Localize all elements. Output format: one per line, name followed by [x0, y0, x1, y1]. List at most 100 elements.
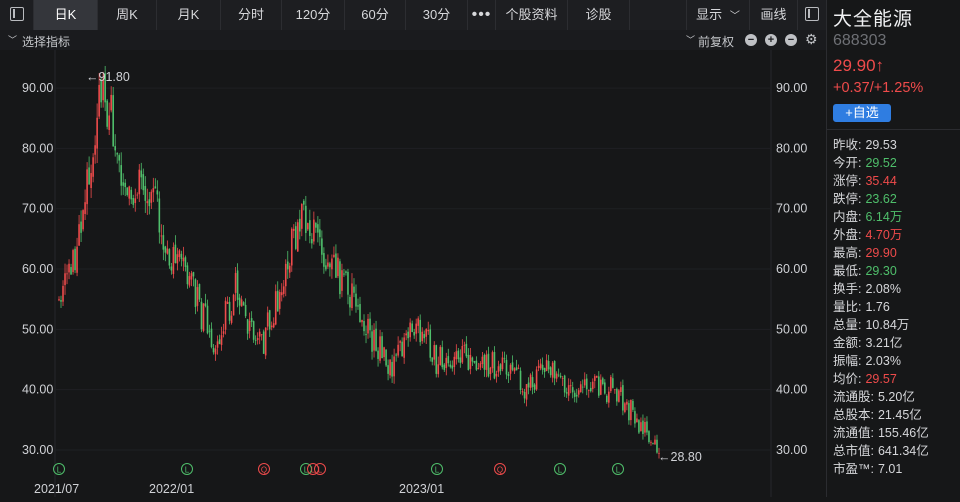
tab-daily-k[interactable]: 日K — [34, 0, 98, 30]
stock-profile-button[interactable]: 个股资料 — [496, 0, 568, 30]
candle-body — [401, 341, 403, 357]
candle-body — [555, 373, 558, 379]
stat-row: 流通值: 155.46亿 — [833, 424, 929, 442]
candle-body — [547, 360, 550, 370]
candle-body — [602, 378, 604, 385]
candle-body — [539, 363, 542, 369]
candle-body — [419, 319, 422, 343]
stock-name: 大全能源 — [833, 9, 914, 30]
candle-body — [361, 320, 363, 323]
candle-body — [86, 169, 88, 205]
candle-body — [445, 357, 448, 368]
event-marker[interactable] — [554, 463, 566, 475]
candle-body — [327, 262, 329, 267]
candle-body — [583, 379, 586, 386]
stat-label: 振幅: — [833, 354, 862, 368]
indicator-bar: ﹀ 选择指标 ﹀ 前复权 − + − ⚙ — [0, 30, 826, 50]
candle-body — [533, 384, 536, 390]
candle-body — [329, 263, 331, 268]
more-menu-button[interactable]: ••• — [468, 0, 496, 30]
stat-value: 641.34亿 — [877, 444, 929, 458]
candle-body — [244, 304, 247, 317]
tab-weekly-k[interactable]: 周K — [98, 0, 157, 30]
candle-body — [94, 145, 96, 155]
candle-body — [479, 363, 482, 368]
add-watchlist-button[interactable]: +自选 — [833, 104, 891, 122]
candle-body — [483, 354, 486, 370]
minus-circle-icon[interactable]: − — [745, 34, 757, 46]
candle-body — [545, 360, 548, 372]
candle-body — [250, 318, 253, 322]
candle-body — [276, 290, 279, 312]
candle-body — [377, 350, 379, 359]
candle-body — [278, 291, 281, 309]
candle-body — [433, 345, 436, 360]
candle-body — [620, 387, 622, 393]
stat-label: 总市值: — [833, 444, 874, 458]
stat-value: 5.20亿 — [877, 390, 915, 404]
tab-intraday[interactable]: 分时 — [221, 0, 282, 30]
event-marker[interactable] — [53, 463, 65, 475]
candle-body — [128, 186, 131, 199]
event-marker[interactable] — [431, 463, 443, 475]
candle-body — [80, 221, 82, 233]
draw-line-button[interactable]: 画线 — [750, 0, 798, 30]
minus-circle-icon[interactable]: − — [785, 34, 797, 46]
candle-body — [423, 334, 426, 339]
kline-svg[interactable]: 90.00 80.00 70.00 60.00 50.00 40.00 30.00 90.0… — [0, 50, 826, 497]
candle-body — [575, 394, 578, 397]
event-marker[interactable] — [494, 463, 506, 475]
candle-body — [208, 330, 211, 332]
candle-body — [553, 361, 556, 379]
candle-body — [88, 167, 90, 185]
candle-body — [114, 146, 116, 151]
candle-body — [461, 345, 464, 363]
tab-120min[interactable]: 120分 — [282, 0, 345, 30]
candle-body — [389, 359, 391, 376]
candle-body — [309, 220, 311, 236]
stat-label: 昨收: — [833, 138, 862, 152]
event-marker[interactable] — [181, 463, 193, 475]
y-tick-label: 80.00 — [776, 141, 807, 155]
tab-60min[interactable]: 60分 — [345, 0, 406, 30]
candle-body — [224, 300, 227, 330]
event-marker[interactable] — [307, 463, 319, 475]
candle-body — [333, 254, 335, 257]
candle-body — [608, 391, 610, 403]
display-dropdown[interactable]: 显示 ﹀ — [686, 0, 750, 30]
candle-body — [108, 115, 110, 130]
panel-toggle-button[interactable] — [798, 0, 826, 30]
candle-body — [325, 265, 327, 270]
candle-body — [407, 331, 409, 339]
candle-body — [226, 301, 229, 305]
event-marker[interactable] — [612, 463, 624, 475]
x-tick-label: 2021/07 — [34, 482, 79, 496]
candle-body — [652, 443, 654, 444]
event-marker[interactable] — [300, 463, 312, 475]
candle-body — [303, 200, 305, 205]
price-adjust-dropdown[interactable]: 前复权 — [698, 35, 735, 49]
chart-toolbar: 日K 周K 月K 分时 120分 60分 30分 ••• 个股资料 诊股 显示 … — [0, 0, 826, 31]
chevron-down-icon: ﹀ — [686, 35, 696, 45]
candle-body — [294, 226, 297, 249]
stat-row: 最低: 29.30 — [833, 262, 929, 280]
select-indicator-button[interactable]: 选择指标 — [22, 35, 71, 49]
tab-monthly-k[interactable]: 月K — [157, 0, 221, 30]
diagnose-button[interactable]: 诊股 — [568, 0, 630, 30]
event-marker[interactable] — [314, 463, 326, 475]
y-tick-label: 50.00 — [776, 322, 807, 336]
candle-body — [222, 331, 225, 334]
candle-body — [618, 390, 620, 402]
candle-body — [220, 335, 223, 345]
sidebar-toggle-button[interactable] — [0, 0, 34, 30]
plus-circle-icon[interactable]: + — [765, 34, 777, 46]
candle-body — [299, 218, 301, 232]
candle-body — [381, 336, 383, 359]
gear-icon[interactable]: ⚙ — [805, 31, 818, 47]
candle-body — [188, 276, 191, 286]
kline-chart[interactable]: 90.00 80.00 70.00 60.00 50.00 40.00 30.00 90.0… — [0, 50, 826, 497]
tab-30min[interactable]: 30分 — [406, 0, 468, 30]
candle-body — [134, 198, 137, 203]
event-marker[interactable] — [258, 463, 270, 475]
candle-body — [230, 315, 233, 323]
